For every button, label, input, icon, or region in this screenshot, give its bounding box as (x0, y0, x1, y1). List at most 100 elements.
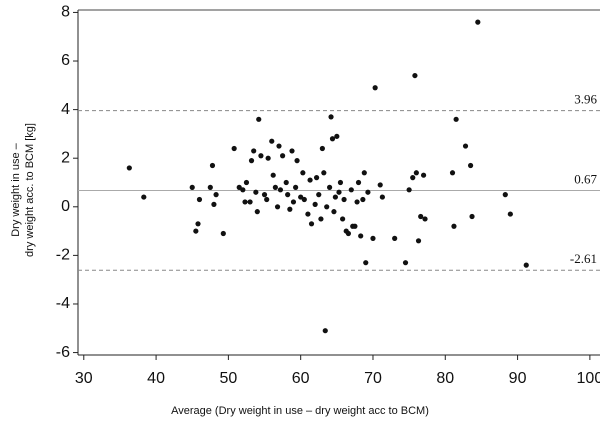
point (258, 153, 264, 159)
point (328, 114, 334, 120)
point (402, 260, 409, 266)
point (502, 192, 508, 198)
point (277, 187, 284, 193)
point (507, 211, 513, 217)
point (392, 235, 398, 241)
point (264, 196, 270, 203)
point (336, 189, 342, 195)
point (449, 170, 456, 176)
point (451, 223, 457, 229)
point (415, 238, 422, 244)
point (352, 223, 358, 229)
point (453, 116, 459, 122)
point (248, 158, 255, 164)
point (410, 175, 416, 181)
point (418, 213, 424, 220)
point (313, 175, 320, 181)
point (327, 184, 333, 190)
y-tick-label: 8 (61, 4, 70, 21)
point (283, 179, 289, 186)
point (523, 262, 529, 268)
point (358, 233, 364, 239)
point (254, 209, 260, 215)
point (141, 194, 147, 200)
y-axis-label-line: Dry weight in use – (10, 142, 22, 236)
point (422, 216, 428, 222)
point (361, 170, 367, 176)
point (413, 170, 419, 176)
point (334, 133, 340, 139)
point (370, 235, 376, 241)
y-axis-label-line: dry weight acc. to BCM [kg] (24, 123, 36, 257)
point (207, 184, 213, 190)
point (301, 196, 307, 203)
point (341, 196, 347, 203)
point (372, 85, 378, 91)
point (321, 170, 327, 176)
point (475, 19, 481, 25)
point (308, 221, 315, 227)
point (345, 230, 351, 237)
y-tick-label: 4 (61, 101, 70, 118)
point (462, 143, 469, 149)
point (274, 204, 281, 210)
y-tick-label: -2 (56, 247, 70, 264)
point (329, 136, 336, 142)
reference-label: 3.96 (574, 92, 597, 107)
point (355, 179, 362, 186)
y-tick-label: -6 (56, 344, 70, 361)
point (272, 184, 278, 190)
point (290, 199, 297, 205)
point (289, 148, 295, 154)
point (316, 192, 322, 198)
point (196, 196, 203, 203)
x-tick-label: 100 (577, 370, 600, 387)
point (467, 162, 474, 169)
point (420, 172, 427, 178)
x-tick-label: 80 (436, 370, 454, 387)
point (469, 213, 475, 220)
x-axis-label: Average (Dry weight in use – dry weight … (171, 405, 429, 417)
reference-label: 0.67 (574, 172, 597, 187)
point (348, 187, 354, 193)
x-tick-label: 90 (509, 370, 527, 387)
point (256, 116, 262, 122)
reference-label: -2.61 (570, 251, 597, 266)
point (322, 328, 328, 334)
point (265, 155, 271, 161)
point (337, 179, 344, 186)
y-tick-label: -4 (56, 295, 70, 312)
point (412, 72, 418, 79)
point (332, 194, 338, 200)
point (240, 187, 246, 193)
point (126, 165, 132, 171)
point (406, 187, 412, 193)
point (324, 204, 330, 210)
point (360, 196, 366, 203)
point (365, 189, 371, 195)
y-tick-label: 2 (61, 149, 70, 166)
point (209, 162, 216, 169)
point (189, 184, 195, 190)
point (270, 172, 276, 178)
point (213, 192, 219, 198)
point (247, 199, 253, 205)
point (287, 206, 293, 212)
y-tick-label: 6 (61, 52, 70, 69)
point (243, 179, 250, 186)
point (294, 158, 300, 164)
point (293, 184, 299, 190)
point (285, 192, 291, 198)
point (363, 260, 369, 266)
point (312, 201, 318, 207)
y-tick-label: 0 (61, 198, 70, 215)
point (231, 145, 237, 152)
y-axis-label: Dry weight in use – dry weight acc. to B… (10, 123, 36, 257)
point (211, 201, 217, 207)
point (331, 209, 337, 215)
point (379, 194, 385, 200)
x-tick-label: 50 (219, 370, 237, 387)
point (276, 143, 282, 149)
point (300, 170, 306, 176)
point (195, 221, 201, 227)
